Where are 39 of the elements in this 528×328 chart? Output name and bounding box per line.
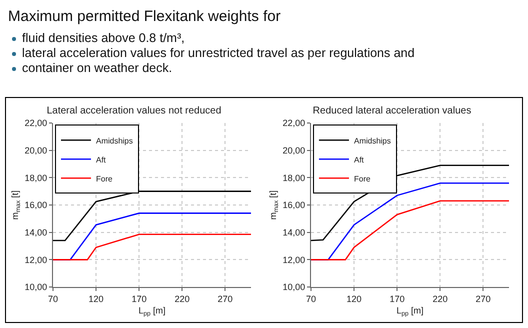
x-axis-title: L$_{pp}$ [m] bbox=[138, 306, 166, 318]
x-tick-label: 220 bbox=[432, 294, 448, 304]
y-tick-label: 12,00 bbox=[24, 254, 48, 265]
y-tick-label: 14,00 bbox=[24, 227, 48, 238]
x-tick-label: 170 bbox=[132, 294, 147, 304]
y-tick-label: 20,00 bbox=[282, 145, 306, 156]
y-tick-label: 16,00 bbox=[24, 200, 48, 210]
y-tick-label: 22,00 bbox=[24, 118, 48, 128]
x-tick-label: 220 bbox=[174, 294, 190, 304]
x-tick-label: 270 bbox=[476, 294, 491, 304]
y-tick-label: 20,00 bbox=[24, 145, 48, 156]
x-axis-title: L$_{pp}$ [m] bbox=[396, 306, 424, 318]
y-tick-label: 16,00 bbox=[282, 200, 306, 210]
text: lateral acceleration values for unrestricted travel as per regulations and bbox=[22, 46, 415, 60]
text: fluid densities above 0.8 t/m³, bbox=[22, 31, 185, 45]
legend-label: Aft bbox=[354, 155, 365, 164]
legend-label: Fore bbox=[354, 174, 371, 184]
legend-label: Amidships bbox=[354, 136, 391, 146]
y-tick-label: 22,00 bbox=[282, 118, 306, 128]
legend-label: Aft bbox=[96, 155, 107, 164]
x-tick-label: 120 bbox=[346, 294, 362, 304]
x-tick-label: 270 bbox=[218, 294, 233, 304]
y-tick-label: 18,00 bbox=[24, 172, 48, 183]
text: Maximum permitted Flexitank weights for bbox=[8, 8, 282, 25]
x-tick-label: 70 bbox=[306, 294, 316, 304]
line-series bbox=[311, 200, 509, 260]
y-tick-label: 12,00 bbox=[282, 254, 306, 265]
x-tick-label: 170 bbox=[390, 294, 405, 304]
x-tick-label: 70 bbox=[48, 294, 58, 304]
chart-title: Reduced lateral acceleration values bbox=[312, 106, 472, 117]
y-tick-label: 10,00 bbox=[282, 282, 306, 292]
y-tick-label: 10,00 bbox=[24, 282, 48, 292]
legend-label: Amidships bbox=[96, 136, 133, 146]
y-tick-label: 18,00 bbox=[282, 172, 306, 183]
legend-label: Fore bbox=[96, 174, 113, 184]
chart-title: Lateral acceleration values not reduced bbox=[46, 106, 222, 117]
y-tick-label: 14,00 bbox=[282, 227, 306, 238]
text: container on weather deck. bbox=[22, 61, 172, 75]
x-tick-label: 120 bbox=[88, 294, 104, 304]
